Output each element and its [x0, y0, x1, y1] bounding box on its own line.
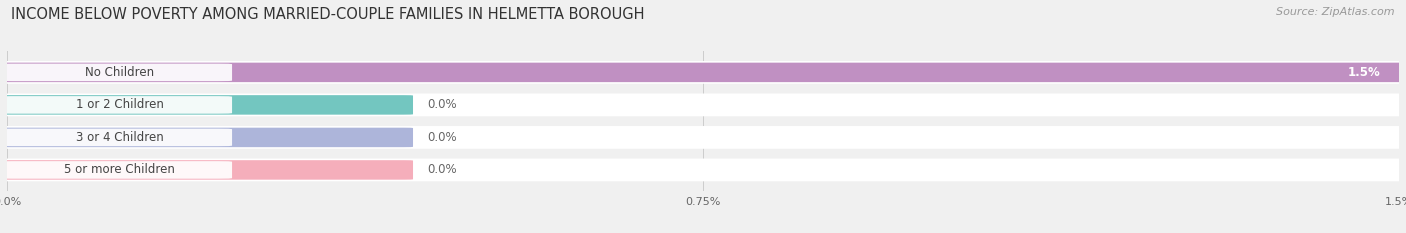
- FancyBboxPatch shape: [0, 160, 413, 180]
- Text: No Children: No Children: [84, 66, 155, 79]
- Text: 0.0%: 0.0%: [427, 131, 457, 144]
- FancyBboxPatch shape: [0, 95, 413, 115]
- FancyBboxPatch shape: [0, 128, 413, 147]
- FancyBboxPatch shape: [0, 93, 1406, 116]
- Text: 5 or more Children: 5 or more Children: [65, 163, 174, 176]
- FancyBboxPatch shape: [0, 96, 232, 114]
- FancyBboxPatch shape: [0, 64, 232, 81]
- FancyBboxPatch shape: [0, 129, 232, 146]
- Text: 3 or 4 Children: 3 or 4 Children: [76, 131, 163, 144]
- FancyBboxPatch shape: [0, 158, 1406, 181]
- FancyBboxPatch shape: [0, 61, 1406, 84]
- FancyBboxPatch shape: [0, 161, 232, 179]
- Text: 0.0%: 0.0%: [427, 163, 457, 176]
- Text: 1 or 2 Children: 1 or 2 Children: [76, 98, 163, 111]
- Text: 1.5%: 1.5%: [1348, 66, 1381, 79]
- FancyBboxPatch shape: [0, 63, 1406, 82]
- Text: 0.0%: 0.0%: [427, 98, 457, 111]
- FancyBboxPatch shape: [0, 126, 1406, 149]
- Text: INCOME BELOW POVERTY AMONG MARRIED-COUPLE FAMILIES IN HELMETTA BOROUGH: INCOME BELOW POVERTY AMONG MARRIED-COUPL…: [11, 7, 645, 22]
- Text: Source: ZipAtlas.com: Source: ZipAtlas.com: [1277, 7, 1395, 17]
